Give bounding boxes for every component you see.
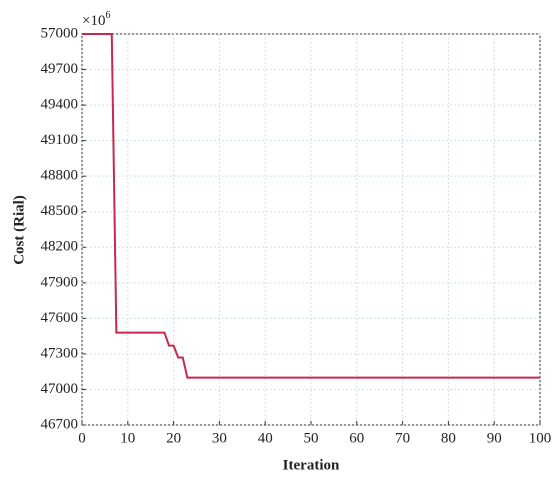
x-tick-label: 60 [349, 430, 364, 446]
y-multiplier: ×106 [82, 10, 110, 29]
x-tick-label: 10 [120, 430, 135, 446]
x-tick-label: 20 [166, 430, 181, 446]
y-multiplier-base: ×10 [82, 13, 105, 29]
x-axis-title: Iteration [283, 457, 340, 473]
x-tick-label: 50 [304, 430, 319, 446]
x-tick-label: 0 [78, 430, 86, 446]
x-tick-label: 90 [487, 430, 502, 446]
y-tick-label: 47900 [41, 274, 79, 290]
y-multiplier-exponent: 6 [105, 10, 110, 21]
x-tick-label: 70 [395, 430, 410, 446]
y-tick-label: 49700 [41, 61, 79, 77]
y-tick-label: 48500 [41, 203, 79, 219]
y-tick-label: 47600 [41, 310, 79, 326]
y-tick-label: 47000 [41, 381, 79, 397]
y-tick-label: 47300 [41, 345, 79, 361]
x-tick-label: 100 [529, 430, 552, 446]
y-tick-label: 48800 [41, 168, 79, 184]
x-tick-label: 80 [441, 430, 456, 446]
y-tick-label: 46700 [41, 416, 79, 432]
y-tick-label: 57000 [41, 25, 79, 41]
data-line [82, 33, 540, 379]
y-tick-label: 48200 [41, 239, 79, 255]
y-tick-label: 49400 [41, 97, 79, 113]
x-tick-label: 40 [258, 430, 273, 446]
y-axis-title: Cost (Rial) [11, 195, 27, 265]
y-tick-label: 49100 [41, 132, 79, 148]
x-tick-label: 30 [212, 430, 227, 446]
